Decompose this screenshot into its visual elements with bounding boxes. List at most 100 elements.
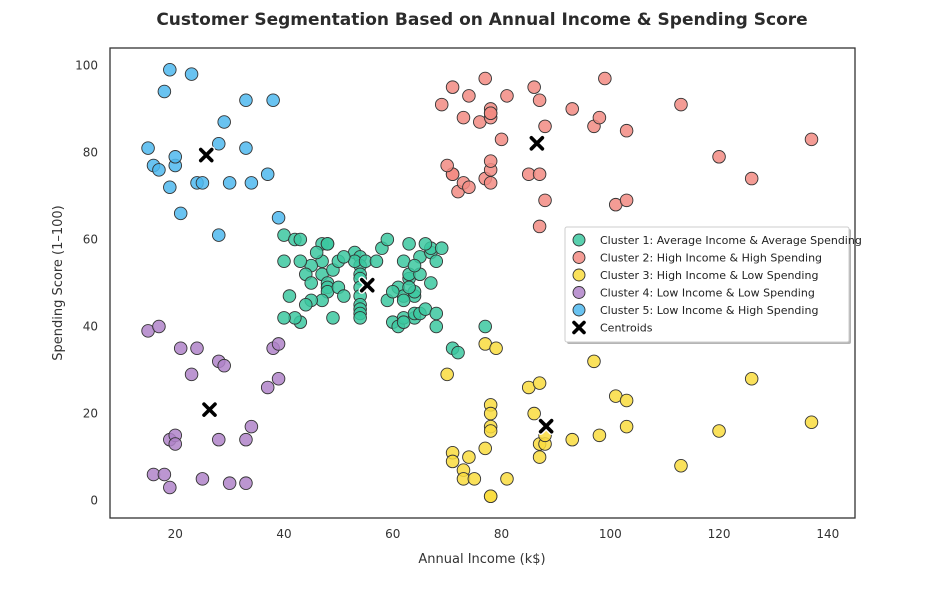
cluster-2-point (478, 71, 492, 86)
cluster-2-point (483, 154, 498, 168)
cluster-4-point (168, 437, 183, 451)
cluster-2-point (462, 89, 476, 103)
cluster-4-point (244, 419, 259, 434)
cluster-1-point (418, 237, 433, 251)
cluster-2-point (440, 158, 454, 173)
cluster-1-point (478, 319, 492, 334)
cluster-1-point (396, 315, 411, 329)
centroid-marker (528, 134, 546, 153)
cluster-3-point (440, 367, 454, 382)
cluster-3-point (483, 489, 498, 503)
cluster-3-point (804, 415, 819, 430)
cluster-5-point (184, 67, 199, 81)
cluster-2-point (598, 71, 612, 86)
cluster-1-point (424, 276, 438, 290)
cluster-3-point (483, 424, 498, 438)
cluster-2-point (445, 80, 460, 94)
cluster-5-point (163, 180, 177, 195)
cluster-2-point (434, 97, 449, 112)
cluster-1-point (402, 237, 416, 251)
cluster-3-point (489, 341, 503, 356)
legend-entry: Cluster 3: High Income & Low Spending (600, 269, 818, 282)
cluster-4-point (163, 480, 177, 495)
cluster-1-point (396, 293, 411, 308)
cluster-2-point (483, 106, 498, 121)
cluster-1-point (451, 345, 465, 360)
cluster-2-point (532, 219, 547, 234)
cluster-3-point (445, 454, 460, 469)
cluster-1-point (304, 276, 318, 290)
cluster-5-point (212, 228, 226, 242)
cluster-4-point (152, 319, 166, 334)
cluster-4-point (239, 476, 253, 490)
cluster-3-point (527, 406, 541, 421)
cluster-1-point (407, 258, 422, 273)
cluster-4-point (157, 467, 172, 482)
cluster-2-point (804, 132, 819, 147)
cluster-5-point (260, 167, 275, 181)
cluster-3-point (462, 450, 476, 464)
centroid-marker (537, 417, 555, 435)
cluster-5-point (222, 176, 237, 190)
legend-entry: Cluster 1: Average Income & Average Spen… (600, 234, 862, 247)
cluster-1-point (429, 254, 444, 268)
cluster-2-point (744, 171, 759, 186)
legend: Cluster 1: Average Income & Average Spen… (564, 226, 862, 344)
legend-entry: Cluster 4: Low Income & Low Spending (600, 287, 815, 300)
x-tick-label: 120 (708, 527, 731, 541)
cluster-5-point (163, 63, 177, 77)
cluster-5-point (217, 115, 231, 129)
y-tick-label: 60 (83, 232, 98, 246)
legend-entry: Cluster 2: High Income & High Spending (600, 252, 822, 265)
cluster-5-point (239, 93, 253, 107)
cluster-5-point (152, 163, 166, 177)
cluster-2-point (532, 167, 547, 181)
legend-marker (572, 233, 586, 247)
legend-marker (572, 303, 586, 317)
legend-marker (570, 319, 588, 336)
x-tick-label: 60 (385, 527, 400, 541)
cluster-2-point (674, 97, 688, 112)
y-tick-label: 20 (83, 407, 98, 421)
cluster-1-point (337, 250, 351, 264)
cluster-3-point (500, 472, 514, 486)
cluster-5-point (173, 206, 188, 221)
centroid-marker (197, 146, 216, 164)
legend-marker (572, 286, 586, 299)
cluster-4-point (260, 380, 275, 395)
cluster-3-point (587, 354, 601, 369)
legend-entry: Centroids (600, 322, 653, 335)
cluster-4-point (217, 358, 231, 373)
cluster-1-point (386, 284, 400, 299)
cluster-1-point (282, 289, 297, 303)
cluster-4-point (239, 432, 253, 447)
cluster-4-point (195, 472, 210, 486)
cluster-4-point (212, 432, 226, 447)
x-tick-label: 140 (816, 527, 839, 541)
legend-marker (572, 268, 586, 282)
cluster-5-point (157, 84, 172, 99)
cluster-4-point (184, 367, 199, 382)
cluster-5-point (271, 210, 286, 225)
y-tick-label: 40 (83, 320, 98, 334)
cluster-3-point (467, 472, 482, 486)
x-tick-label: 100 (599, 527, 622, 541)
cluster-1-point (434, 241, 449, 255)
x-tick-label: 40 (276, 527, 291, 541)
cluster-3-point (712, 424, 726, 438)
cluster-5-point (266, 93, 280, 107)
cluster-2-point (619, 193, 634, 208)
cluster-4-point (173, 341, 188, 356)
cluster-3-point (532, 450, 547, 464)
y-tick-label: 100 (75, 58, 98, 72)
cluster-1-point (326, 311, 340, 325)
cluster-2-point (538, 193, 552, 208)
cluster-1-point (429, 306, 444, 321)
cluster-3-point (674, 459, 688, 473)
cluster-5-point (141, 141, 155, 155)
cluster-5-point (212, 136, 226, 151)
cluster-3-point (483, 406, 498, 421)
centroid-marker (200, 400, 219, 419)
cluster-1-point (299, 298, 313, 312)
